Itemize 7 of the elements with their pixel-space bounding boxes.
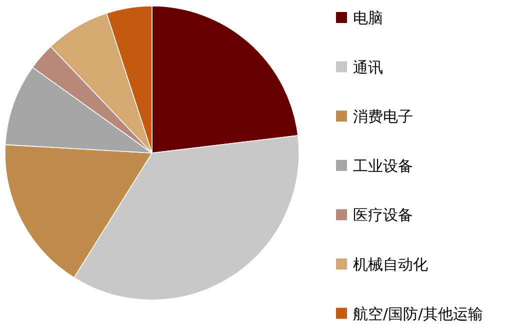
legend-label: 机械自动化 [353,256,428,274]
legend-label: 消费电子 [353,108,413,126]
legend-label: 通讯 [353,58,383,76]
legend-label: 航空/国防/其他运输 [353,304,484,323]
legend-label: 工业设备 [353,156,413,175]
legend-label: 电脑 [353,9,383,27]
legend-label: 医疗设备 [353,206,413,224]
